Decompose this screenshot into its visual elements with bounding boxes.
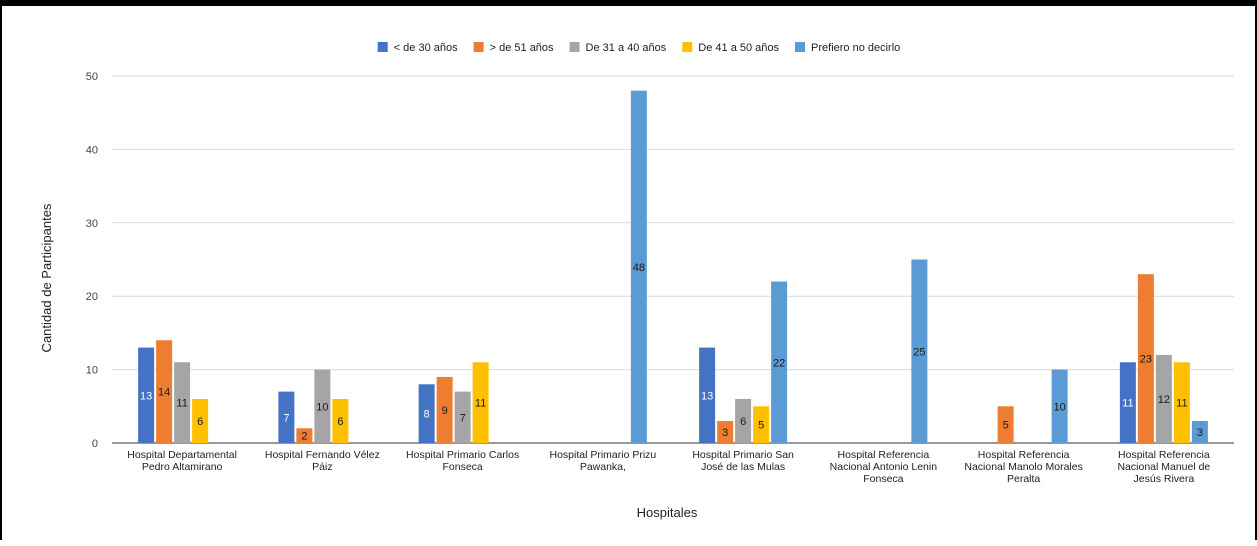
x-tick-label: Hospital Primario Carlos	[406, 449, 519, 461]
data-label: 13	[701, 390, 713, 402]
data-label: 3	[1197, 427, 1203, 439]
bar	[717, 420, 734, 443]
bar	[630, 90, 647, 444]
legend-swatch	[795, 42, 806, 52]
bar	[296, 428, 313, 443]
y-tick-label: 30	[86, 218, 98, 230]
x-tick-label: Hospital Referencia	[978, 449, 1070, 461]
x-tick-label: Fonseca	[863, 473, 903, 485]
legend-label: De 41 a 50 años	[698, 42, 779, 54]
bar	[1137, 274, 1154, 443]
data-label: 8	[424, 409, 430, 421]
data-label: 6	[197, 416, 203, 428]
x-tick-label: Jesús Rivera	[1134, 473, 1195, 485]
bar	[911, 259, 928, 443]
bar	[997, 406, 1014, 443]
bar	[278, 391, 295, 443]
legend-label: > de 51 años	[490, 42, 554, 54]
bar	[1119, 362, 1136, 443]
data-label: 10	[1054, 401, 1066, 413]
y-tick-label: 10	[86, 365, 98, 377]
legend-swatch	[682, 42, 693, 52]
bar	[314, 369, 331, 443]
legend-label: Prefiero no decirlo	[811, 42, 900, 54]
x-tick-label: Peralta	[1007, 473, 1040, 485]
bar	[771, 281, 788, 443]
data-label: 3	[722, 427, 728, 439]
data-label: 13	[140, 390, 152, 402]
bar	[1051, 369, 1068, 443]
data-label: 6	[337, 416, 343, 428]
data-label: 6	[740, 416, 746, 428]
bar	[192, 398, 209, 443]
data-label: 10	[316, 401, 328, 413]
data-label: 2	[301, 431, 307, 443]
data-label: 7	[283, 412, 289, 424]
y-tick-label: 0	[92, 438, 98, 450]
x-tick-label: Páiz	[312, 461, 332, 473]
x-tick-label: Fonseca	[442, 461, 482, 473]
bar	[156, 340, 173, 443]
x-tick-label: José de las Mulas	[701, 461, 785, 473]
data-label: 25	[913, 346, 925, 358]
x-tick-label: Nacional Antonio Lenin	[830, 461, 938, 473]
x-tick-label: Hospital Primario San	[692, 449, 794, 461]
bar	[454, 391, 471, 443]
y-axis-title: Cantidad de Participantes	[39, 203, 54, 352]
x-tick-label: Nacional Manolo Morales	[964, 461, 1082, 473]
x-tick-label: Hospital Primario Prizu	[549, 449, 656, 461]
bar	[138, 347, 155, 443]
bar	[436, 376, 453, 443]
bar	[735, 398, 752, 443]
x-tick-label: Pawanka,	[580, 461, 626, 473]
legend-swatch	[473, 42, 484, 52]
x-tick-label: Hospital Referencia	[1118, 449, 1210, 461]
data-label: 11	[475, 398, 486, 410]
data-label: 23	[1140, 354, 1152, 366]
data-label: 9	[442, 405, 448, 417]
bar	[472, 362, 489, 443]
bar	[753, 406, 770, 443]
data-label: 7	[460, 412, 466, 424]
bar	[418, 384, 435, 443]
legend-swatch	[569, 42, 580, 52]
x-tick-label: Hospital Departamental	[127, 449, 237, 461]
bar-chart: 0 10 20 30 40 50 13 14 11 6 Hospital Departamental…	[39, 42, 1234, 520]
bar	[699, 347, 716, 443]
bar	[332, 398, 349, 443]
bar	[1173, 362, 1190, 443]
data-label: 5	[1003, 420, 1009, 432]
y-tick-label: 40	[86, 144, 98, 156]
data-label: 5	[758, 420, 764, 432]
y-tick-label: 20	[86, 291, 98, 303]
legend-label: De 31 a 40 años	[586, 42, 667, 54]
data-label: 14	[158, 387, 170, 399]
x-axis-title: Hospitales	[637, 505, 698, 520]
bar	[1155, 354, 1172, 443]
y-tick-label: 50	[86, 71, 98, 83]
x-tick-label: Pedro Altamirano	[142, 461, 223, 473]
data-label: 22	[773, 357, 785, 369]
data-label: 11	[1122, 398, 1133, 410]
x-tick-label: Hospital Fernando Vélez	[265, 449, 380, 461]
legend-label: < de 30 años	[394, 42, 458, 54]
data-label: 48	[633, 262, 645, 274]
data-label: 11	[1176, 398, 1187, 410]
x-tick-label: Hospital Referencia	[838, 449, 930, 461]
bar	[174, 362, 191, 443]
x-tick-label: Nacional Manuel de	[1117, 461, 1210, 473]
data-label: 11	[176, 398, 187, 410]
bar	[1191, 420, 1208, 443]
data-label: 12	[1158, 394, 1170, 406]
legend-swatch	[377, 42, 388, 52]
